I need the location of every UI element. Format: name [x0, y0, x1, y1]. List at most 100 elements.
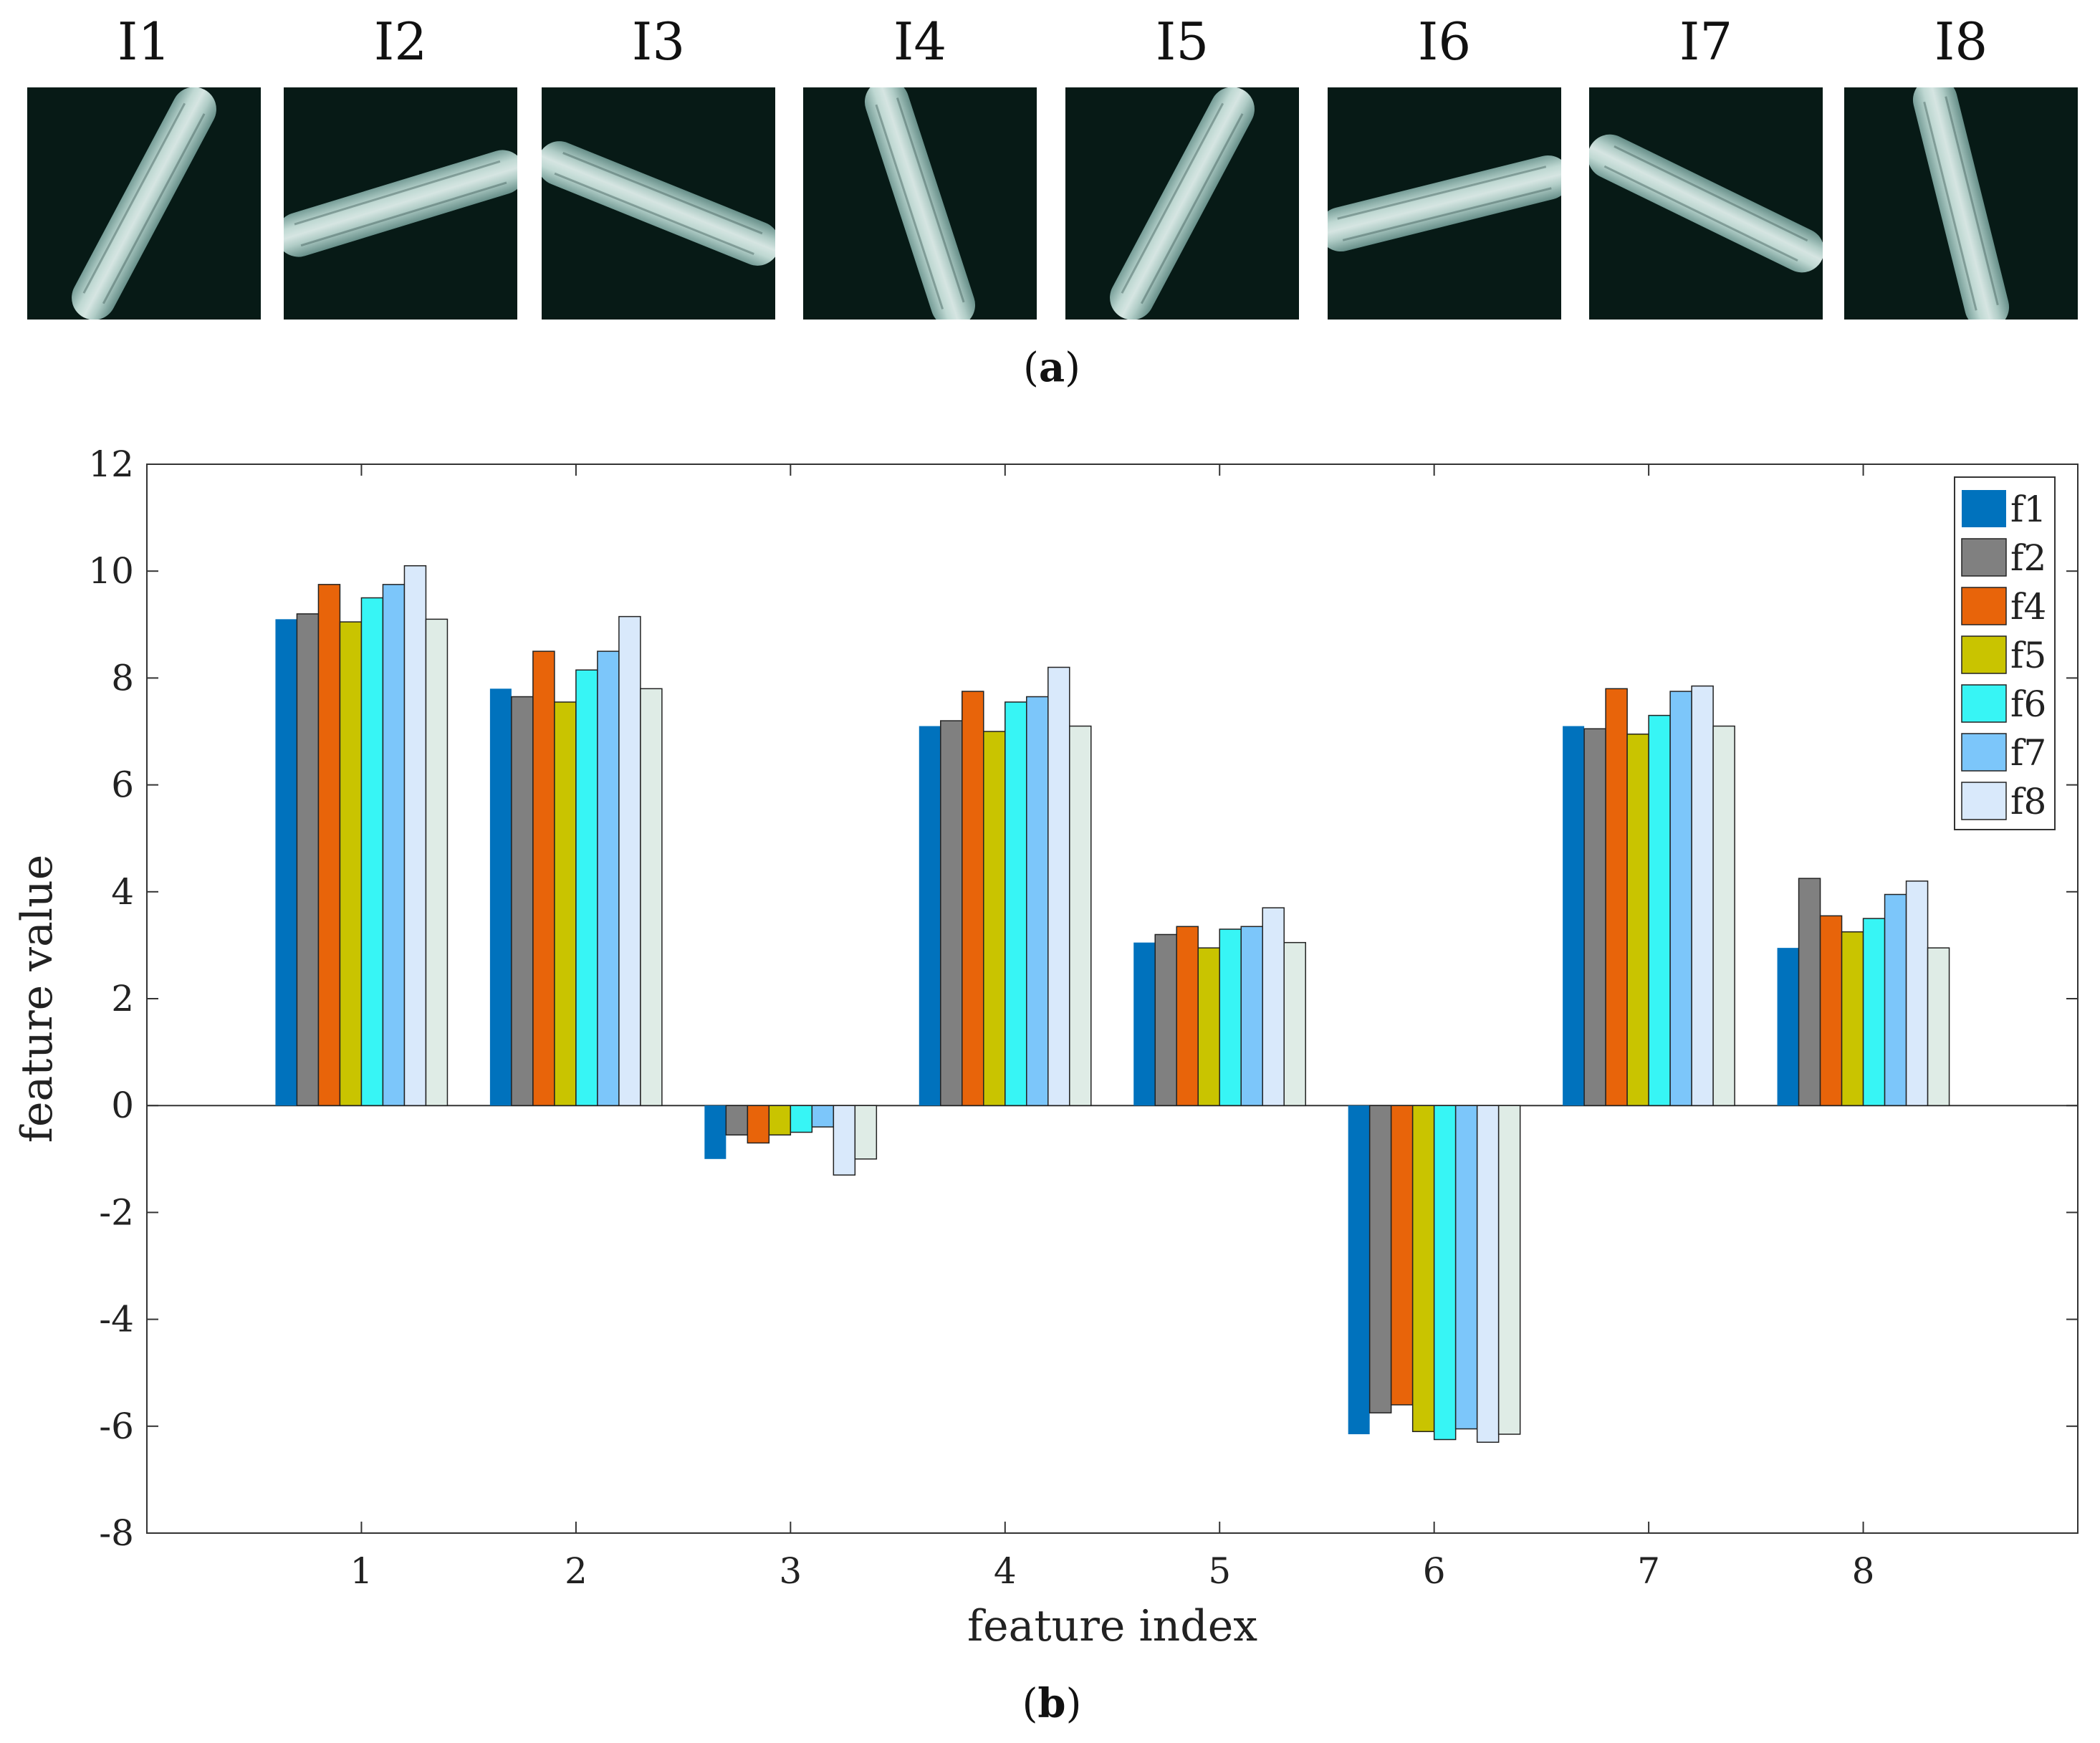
bar-f2-2	[511, 696, 534, 1106]
bar-f4-6	[1390, 1105, 1414, 1406]
x-tick-label: 5	[1208, 1550, 1231, 1592]
legend-swatch-f7	[1961, 733, 2007, 772]
bar-f6-1	[360, 597, 384, 1106]
bar-f7-4	[1026, 696, 1049, 1106]
panel-b-caption: (b)	[1022, 1680, 1082, 1727]
x-tick-label: 4	[994, 1550, 1017, 1592]
bar-f6-2	[575, 669, 598, 1106]
legend-label-f7: f7	[2010, 732, 2046, 774]
bar-f8-6	[1476, 1105, 1500, 1443]
bar-f8-2	[618, 615, 641, 1106]
legend-swatch-f8	[1961, 782, 2007, 820]
y-tick-label: 4	[111, 871, 134, 913]
x-tick-label: 6	[1423, 1550, 1446, 1592]
bar-f8-8	[1905, 880, 1929, 1106]
crystal-image-i1	[27, 87, 261, 320]
x-tick-label: 2	[565, 1550, 588, 1592]
bar-f1-5	[1133, 942, 1156, 1106]
image-label-i6: I6	[1417, 11, 1472, 72]
crystal-image-i4	[803, 87, 1037, 320]
bar-f4-4	[962, 691, 984, 1106]
crystal-image-i2	[284, 87, 517, 320]
bar-f1-1	[275, 619, 297, 1106]
bar-f4-7	[1605, 688, 1628, 1106]
bar-f8b-1	[425, 618, 449, 1106]
bar-f5-5	[1197, 947, 1220, 1106]
bar-f5-6	[1411, 1105, 1435, 1433]
bar-f7-6	[1454, 1105, 1478, 1430]
bar-f6-5	[1219, 928, 1242, 1106]
legend-label-f1: f1	[2010, 489, 2046, 530]
bar-f4-1	[317, 584, 341, 1106]
y-tick-label: 12	[88, 443, 134, 485]
panel-a-images: I1 I2 I3 I4 I5 I6 I7 I8	[0, 0, 2100, 330]
image-label-i2: I2	[373, 11, 428, 72]
bar-f4-8	[1819, 915, 1843, 1106]
bar-f8-5	[1262, 907, 1285, 1106]
legend-swatch-f5	[1961, 635, 2007, 674]
y-tick-label: 8	[111, 657, 134, 698]
legend-label-f6: f6	[2010, 683, 2046, 725]
bar-f8-7	[1691, 685, 1714, 1106]
image-label-i4: I4	[893, 11, 947, 72]
legend-label-f5: f5	[2010, 635, 2046, 676]
legend-label-f2: f2	[2010, 537, 2046, 579]
bar-f2-8	[1798, 878, 1821, 1106]
bar-f6-7	[1648, 714, 1671, 1106]
y-tick-label: 2	[111, 978, 134, 1019]
x-axis-title: feature index	[967, 1601, 1257, 1651]
bar-f5-7	[1626, 733, 1649, 1106]
crystal-shape	[284, 144, 517, 263]
bar-f2-4	[940, 720, 963, 1106]
bar-f8b-3	[854, 1105, 878, 1160]
bar-f5-3	[768, 1105, 792, 1135]
bar-f2-5	[1154, 933, 1177, 1106]
crystal-image-i8	[1844, 87, 2078, 320]
bar-f1-3	[704, 1105, 727, 1159]
bar-f5-2	[554, 701, 577, 1106]
legend-label-f8: f8	[2010, 781, 2046, 822]
y-tick-label: -4	[99, 1299, 134, 1340]
bar-f5-8	[1841, 931, 1864, 1106]
bar-f6-6	[1433, 1105, 1457, 1441]
bar-f7-5	[1240, 926, 1263, 1106]
bar-f6-8	[1862, 918, 1886, 1106]
bar-f8b-7	[1712, 725, 1735, 1106]
bar-f2-3	[725, 1105, 749, 1135]
bar-f2-1	[296, 613, 320, 1106]
bar-f8-1	[403, 565, 427, 1106]
bar-f1-4	[919, 726, 941, 1106]
x-tick-label: 3	[779, 1550, 802, 1592]
crystal-shape	[1102, 87, 1262, 320]
bar-f7-7	[1669, 691, 1692, 1106]
y-tick-label: -8	[99, 1512, 134, 1554]
crystal-shape	[1589, 127, 1823, 280]
bar-f6-3	[790, 1105, 813, 1133]
bar-f7-1	[382, 584, 406, 1106]
bar-f8b-2	[640, 688, 663, 1106]
bar-f2-7	[1583, 728, 1606, 1106]
bar-f1-8	[1777, 948, 1799, 1106]
crystal-shape	[858, 87, 982, 320]
y-tick-label: -6	[99, 1406, 134, 1447]
bar-f1-6	[1348, 1105, 1370, 1434]
bar-f2-6	[1368, 1105, 1392, 1413]
y-axis-title: feature value	[12, 855, 62, 1143]
image-label-i3: I3	[631, 11, 686, 72]
image-label-i8: I8	[1934, 11, 1988, 72]
crystal-shape	[1328, 150, 1561, 256]
x-tick-label: 8	[1852, 1550, 1875, 1592]
crystal-shape	[1908, 87, 2014, 320]
crystal-image-i6	[1328, 87, 1561, 320]
y-tick-label: 0	[111, 1085, 134, 1126]
bar-f7-8	[1884, 893, 1907, 1106]
bar-f5-1	[339, 621, 363, 1106]
legend-swatch-f1	[1962, 490, 2006, 527]
bar-f4-2	[532, 650, 555, 1106]
crystal-shape	[542, 134, 775, 273]
bar-f8-4	[1047, 666, 1070, 1106]
x-tick-label: 1	[350, 1550, 373, 1592]
bar-f8b-8	[1927, 947, 1950, 1106]
legend-swatch-f2	[1961, 538, 2007, 577]
